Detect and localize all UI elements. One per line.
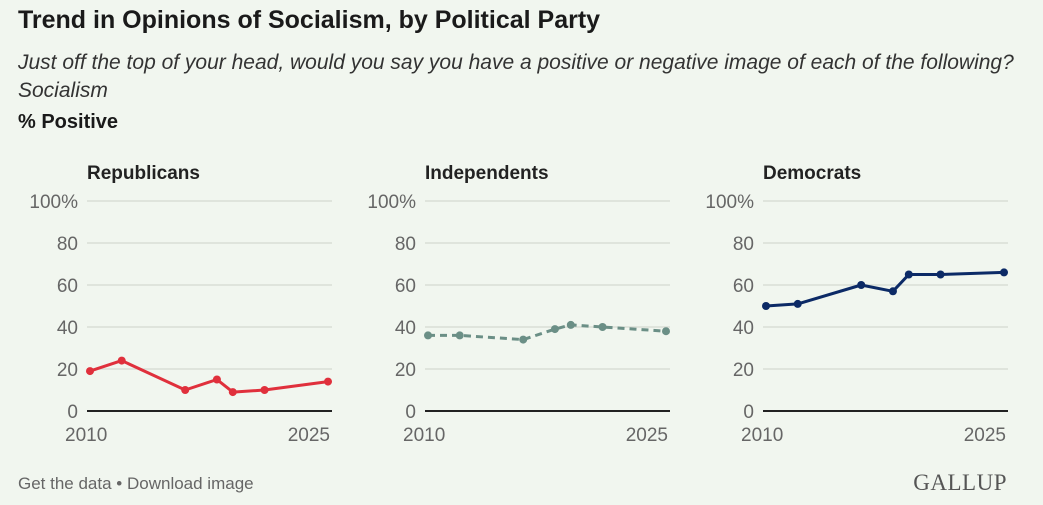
- y-tick-label: 100%: [367, 192, 416, 213]
- panel-title: Democrats: [763, 163, 861, 184]
- unit-label: % Positive: [18, 111, 119, 133]
- y-tick-label: 0: [405, 402, 416, 423]
- x-tick-label: 2025: [626, 425, 668, 446]
- footer: Get the data • Download image: [18, 474, 254, 494]
- data-point: [857, 281, 866, 289]
- data-point: [324, 377, 332, 386]
- data-point: [86, 367, 94, 376]
- data-point: [212, 375, 221, 384]
- get-data-link[interactable]: Get the data: [18, 474, 112, 493]
- data-point: [1000, 268, 1008, 277]
- footer-separator: •: [111, 474, 127, 493]
- data-point: [888, 287, 897, 296]
- x-tick-label: 2025: [964, 425, 1006, 446]
- data-point: [762, 302, 770, 310]
- y-tick-label: 0: [67, 402, 78, 423]
- y-tick-label: 100%: [29, 192, 78, 213]
- data-point: [662, 327, 670, 336]
- gallup-logo: GALLUP: [913, 470, 1007, 495]
- x-tick-label: 2010: [65, 425, 107, 446]
- data-point: [424, 331, 432, 340]
- x-tick-label: 2025: [288, 425, 330, 446]
- y-tick-label: 60: [733, 276, 754, 297]
- y-tick-label: 60: [395, 276, 416, 297]
- x-tick-label: 2010: [741, 425, 783, 446]
- y-tick-label: 80: [733, 234, 754, 255]
- y-tick-label: 60: [57, 276, 78, 297]
- y-tick-label: 80: [395, 234, 416, 255]
- data-point: [904, 270, 913, 279]
- x-tick-label: 2010: [403, 425, 445, 446]
- y-tick-label: 20: [395, 360, 416, 381]
- panel-title: Republicans: [87, 163, 200, 184]
- y-tick-label: 100%: [705, 192, 754, 213]
- chart-subtitle: Just off the top of your head, would you…: [18, 51, 1014, 102]
- data-point: [260, 386, 269, 394]
- chart-title: Trend in Opinions of Socialism, by Polit…: [18, 6, 601, 34]
- y-tick-label: 40: [395, 318, 416, 339]
- y-tick-label: 40: [733, 318, 754, 339]
- data-point: [519, 335, 528, 344]
- data-point: [181, 386, 190, 394]
- y-tick-label: 20: [57, 360, 78, 381]
- y-tick-label: 80: [57, 234, 78, 255]
- data-point: [228, 388, 237, 397]
- data-point: [566, 320, 575, 329]
- panel-title: Independents: [425, 163, 549, 184]
- data-point: [550, 325, 559, 334]
- data-point: [117, 356, 126, 365]
- download-image-link[interactable]: Download image: [126, 474, 254, 493]
- data-point: [936, 270, 945, 279]
- y-tick-label: 40: [57, 318, 78, 339]
- y-tick-label: 20: [733, 360, 754, 381]
- data-point: [598, 323, 607, 331]
- series-line: [765, 270, 1005, 308]
- series-line: [89, 359, 329, 394]
- data-point: [793, 299, 802, 308]
- y-tick-label: 0: [743, 402, 754, 423]
- data-point: [455, 331, 464, 340]
